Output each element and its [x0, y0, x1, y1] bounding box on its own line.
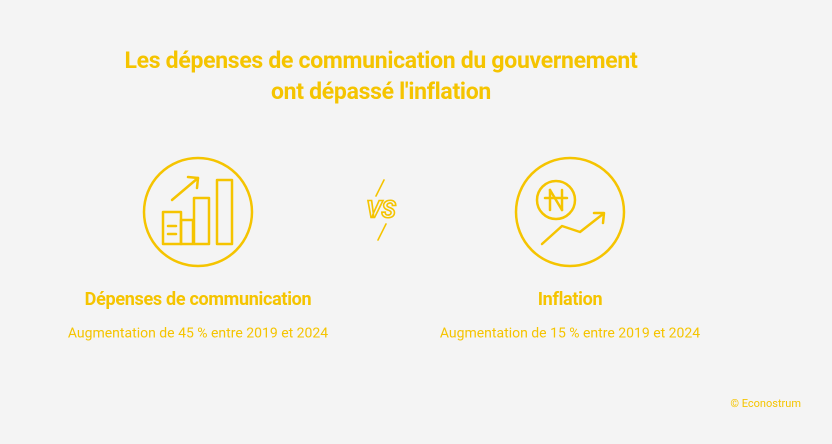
vs-badge: VS [365, 179, 397, 241]
credit: © Econostrum [730, 397, 801, 410]
title-line: ont dépassé l'inflation [271, 78, 491, 105]
title-line: Les dépenses de communication du gouvern… [124, 47, 638, 74]
chart-icon [142, 156, 254, 268]
item-description: Augmentation de 45 % entre 2019 et 2024 [68, 326, 328, 342]
item-description: Augmentation de 15 % entre 2019 et 2024 [440, 326, 700, 342]
item-label: Inflation [538, 289, 603, 310]
vs-label: VS [366, 195, 396, 223]
item-label: Dépenses de communication [85, 289, 312, 310]
inflation-icon [514, 156, 626, 268]
